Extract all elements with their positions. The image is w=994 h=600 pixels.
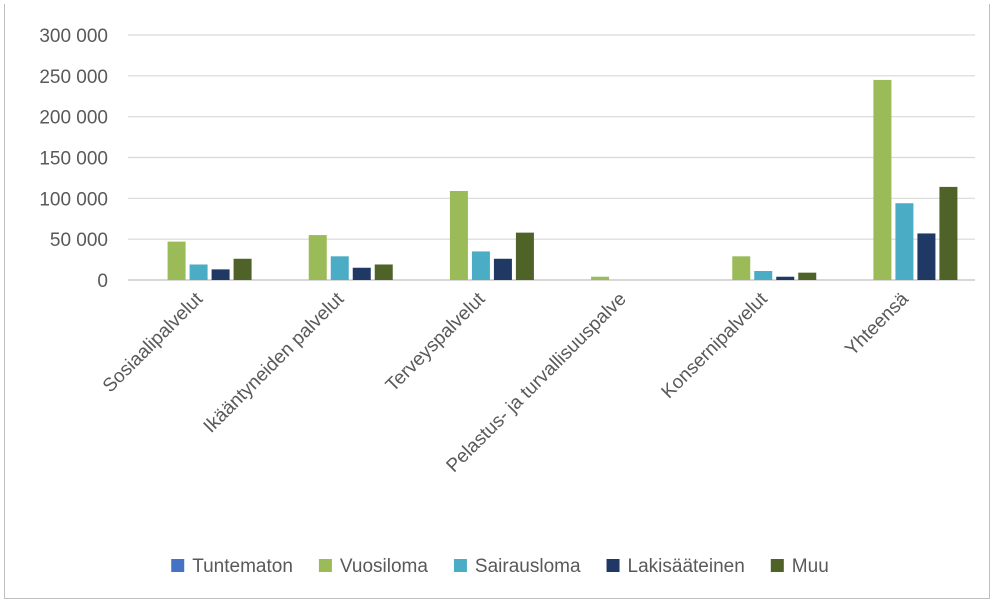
legend-label: Muu <box>792 556 829 577</box>
legend-swatch <box>606 559 620 572</box>
bar <box>732 256 751 280</box>
bar <box>167 241 186 280</box>
y-tick-label: 150 000 <box>39 149 108 170</box>
bar <box>189 264 208 280</box>
bar <box>233 258 252 280</box>
legend-swatch <box>453 559 467 572</box>
y-tick-label: 300 000 <box>39 26 108 47</box>
y-tick-label: 50 000 <box>50 230 108 251</box>
bar <box>776 276 795 280</box>
bar <box>493 258 512 280</box>
y-tick-label: 100 000 <box>39 189 108 210</box>
category-label: Sosiaalipalvelut <box>99 288 208 397</box>
bar <box>515 232 534 280</box>
bar <box>449 190 468 280</box>
legend-label: Lakisääteinen <box>628 556 745 577</box>
y-tick-label: 250 000 <box>39 67 108 88</box>
legend-label: Vuosiloma <box>340 556 428 577</box>
legend-swatch <box>171 559 185 572</box>
bar <box>471 251 490 280</box>
y-tick-label: 200 000 <box>39 108 108 129</box>
bar <box>917 233 936 280</box>
bar <box>591 276 610 280</box>
category-label: Yhteensä <box>841 288 913 360</box>
bar <box>798 272 817 280</box>
bar <box>873 79 892 281</box>
y-tick-label: 0 <box>97 271 108 292</box>
bar <box>211 269 230 280</box>
chart-frame <box>4 4 990 599</box>
category-label: Terveyspalvelut <box>382 288 490 396</box>
category-label: Konsernipalvelut <box>658 288 773 403</box>
y-axis: 300 000 250 000 200 000 150 000 100 000 50 00… <box>39 26 108 292</box>
bar <box>895 203 914 280</box>
legend-swatch <box>770 559 784 572</box>
category-label: Ikääntyneiden palvelut <box>200 288 349 437</box>
legend-label: Tuntematon <box>192 556 293 577</box>
bar <box>308 235 327 280</box>
bar <box>939 186 958 280</box>
legend-swatch <box>318 559 332 572</box>
bar <box>754 271 773 280</box>
bars <box>167 79 958 281</box>
bar <box>374 264 393 280</box>
legend-label: Sairausloma <box>475 556 581 577</box>
legend: Tuntematon Vuosiloma Sairausloma Lakisäätei… <box>171 556 829 577</box>
gridlines <box>128 34 975 281</box>
bar <box>352 267 371 280</box>
bar <box>330 256 349 280</box>
